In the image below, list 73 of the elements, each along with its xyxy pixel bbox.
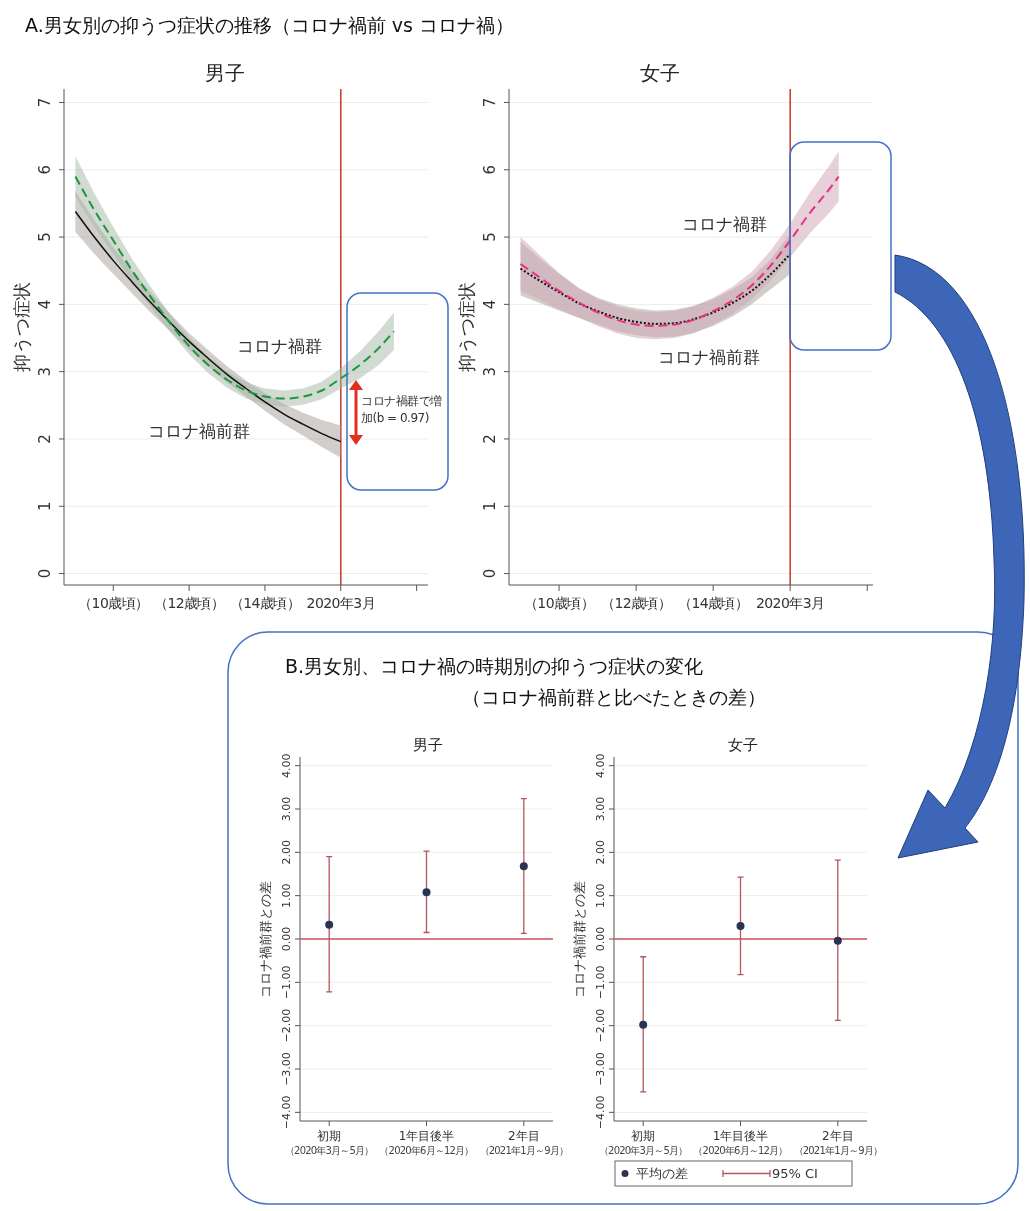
y-tick-label: 2 bbox=[36, 434, 54, 444]
legend-label: 平均の差 bbox=[636, 1166, 688, 1181]
y-tick-label: 0.00 bbox=[280, 926, 293, 952]
point bbox=[422, 888, 431, 897]
y-axis-title: コロナ禍前群との差 bbox=[258, 880, 273, 998]
y-tick-label: 2 bbox=[481, 434, 499, 444]
y-tick-label: 3 bbox=[36, 366, 54, 377]
y-tick-label: 6 bbox=[481, 164, 499, 175]
series-label: コロナ禍前群 bbox=[658, 347, 760, 367]
point bbox=[833, 936, 842, 945]
point bbox=[519, 862, 528, 871]
x-tick-label: 初期（2020年3月～5月） bbox=[598, 1129, 688, 1156]
y-tick-label: 1.00 bbox=[280, 883, 293, 908]
y-tick-label: 5 bbox=[481, 232, 499, 242]
y-tick-label: 4.00 bbox=[594, 753, 607, 778]
y-axis-title: 抑うつ症状 bbox=[11, 282, 32, 372]
y-tick-label: 4 bbox=[481, 299, 499, 310]
x-tick-label: （14歳頃） bbox=[229, 595, 301, 611]
x-tick-label: 1年目後半（2020年6月～12月） bbox=[379, 1129, 474, 1156]
chart-title: 女子 bbox=[640, 61, 680, 85]
y-tick-label: −3.00 bbox=[280, 1052, 293, 1086]
y-tick-label: 2.00 bbox=[594, 840, 607, 865]
point bbox=[736, 922, 745, 930]
series-label: コロナ禍前群 bbox=[148, 421, 250, 441]
y-tick-label: −2.00 bbox=[280, 1008, 293, 1043]
y-tick-label: −1.00 bbox=[594, 965, 607, 1000]
y-tick-label: 3.00 bbox=[594, 796, 607, 822]
y-tick-label: −4.00 bbox=[280, 1095, 293, 1130]
text: A.男女別の抑うつ症状の推移（コロナ禍前 vs コロナ禍） bbox=[25, 14, 514, 36]
y-tick-label: 3 bbox=[481, 366, 499, 377]
x-tick-label: 2020年3月 bbox=[756, 595, 825, 611]
y-tick-label: 1 bbox=[481, 501, 499, 512]
y-tick-label: 6 bbox=[36, 164, 54, 175]
y-tick-label: −4.00 bbox=[594, 1095, 607, 1130]
y-tick-label: 7 bbox=[36, 97, 54, 108]
y-tick-label: 0.00 bbox=[594, 926, 607, 952]
x-tick-label: 1年目後半（2020年6月～12月） bbox=[693, 1129, 788, 1156]
y-tick-label: 4.00 bbox=[280, 753, 293, 778]
y-tick-label: 4 bbox=[36, 299, 54, 310]
series-label: コロナ禍群 bbox=[682, 214, 767, 234]
point bbox=[325, 920, 334, 929]
chart-title: 男子 bbox=[413, 736, 443, 754]
x-tick-label: 2020年3月 bbox=[306, 595, 375, 611]
y-tick-label: 0 bbox=[481, 568, 499, 579]
annotation: コロナ禍群で増加(b = 0.97) bbox=[361, 393, 443, 427]
x-tick-label: （14歳頃） bbox=[678, 595, 749, 611]
x-tick-label: 2年目（2021年1月～9月） bbox=[793, 1129, 883, 1156]
chart-title: 男子 bbox=[205, 61, 245, 85]
series-label: コロナ禍群 bbox=[237, 336, 322, 356]
point bbox=[639, 1020, 648, 1029]
y-tick-label: 2.00 bbox=[280, 840, 293, 865]
y-axis-title: コロナ禍前群との差 bbox=[572, 880, 587, 998]
line-series bbox=[519, 175, 840, 327]
text: 95% CI bbox=[772, 1166, 818, 1181]
chart-title: 女子 bbox=[728, 736, 758, 754]
y-tick-label: 7 bbox=[481, 97, 499, 108]
x-tick-label: （12歳頃） bbox=[154, 595, 225, 611]
y-axis-title: 抑うつ症状 bbox=[456, 282, 477, 372]
y-tick-label: 1.00 bbox=[594, 883, 607, 908]
y-tick-label: 0 bbox=[36, 568, 54, 579]
line-series bbox=[519, 252, 792, 325]
y-tick-label: −3.00 bbox=[594, 1052, 607, 1086]
x-tick-label: （12歳頃） bbox=[601, 595, 672, 611]
y-tick-label: 3.00 bbox=[280, 796, 293, 822]
y-tick-label: 5 bbox=[36, 232, 54, 242]
x-tick-label: 2年目（2021年1月～9月） bbox=[479, 1129, 569, 1156]
x-tick-label: （10歳頃） bbox=[523, 595, 595, 611]
text: B.男女別、コロナ禍の時期別の抑うつ症状の変化（コロナ禍前群と比べたときの差） bbox=[285, 655, 766, 708]
y-tick-label: −1.00 bbox=[280, 965, 293, 1000]
x-tick-label: （10歳頃） bbox=[78, 595, 149, 611]
y-tick-label: −2.00 bbox=[594, 1008, 607, 1043]
y-tick-label: 1 bbox=[36, 501, 54, 512]
x-tick-label: 初期（2020年3月～5月） bbox=[284, 1129, 374, 1156]
